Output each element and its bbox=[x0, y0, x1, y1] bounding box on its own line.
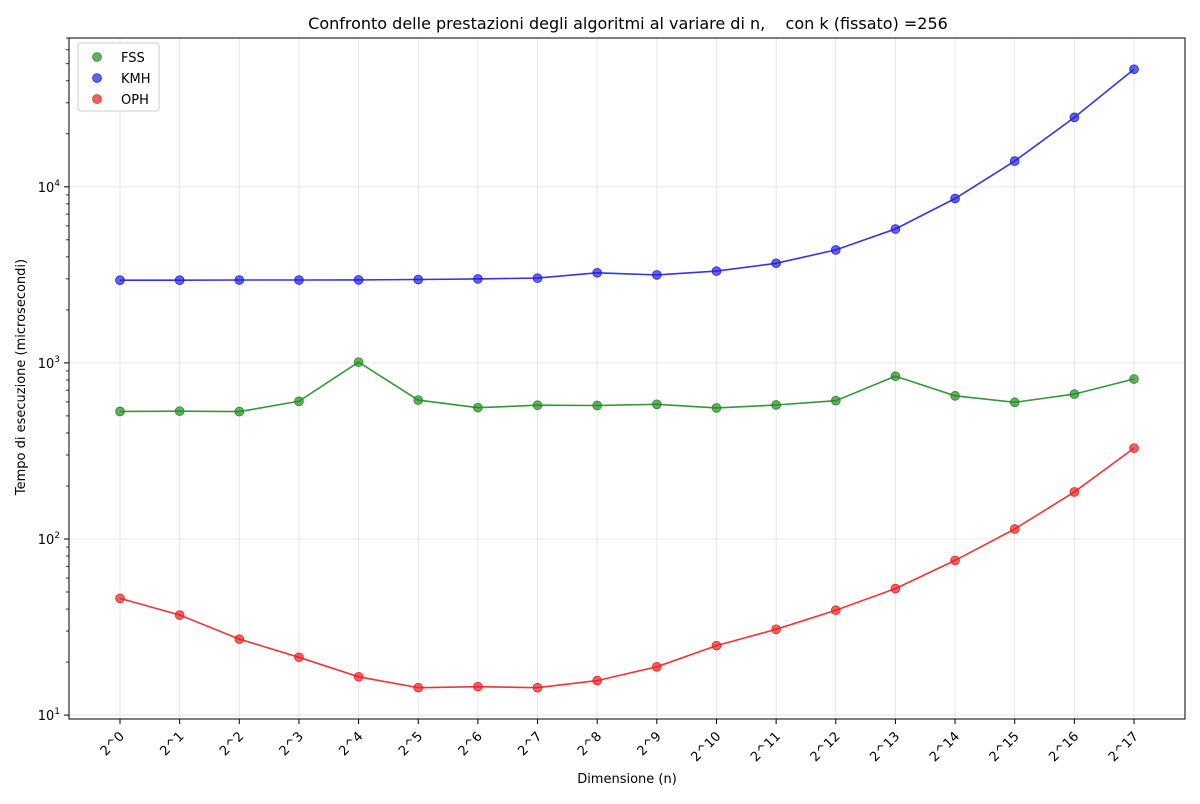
data-point-fss bbox=[830, 395, 841, 406]
data-point-oph bbox=[413, 682, 424, 693]
y-tick-label: 103 bbox=[38, 355, 60, 372]
y-axis-ticks: 101 102 103 104 bbox=[38, 37, 69, 724]
data-point-kmh bbox=[234, 275, 245, 285]
y-tick-label: 102 bbox=[38, 531, 60, 548]
series-layer bbox=[115, 64, 1139, 693]
data-point-fss bbox=[174, 406, 185, 416]
data-point-fss bbox=[532, 400, 543, 411]
data-point-oph bbox=[890, 583, 901, 594]
y-tick-label: 101 bbox=[38, 707, 60, 724]
series-oph bbox=[115, 443, 1139, 693]
series-line-oph bbox=[119, 447, 1135, 689]
data-point-oph bbox=[174, 610, 185, 620]
data-point-fss bbox=[950, 391, 960, 401]
x-axis-ticks: 2^0 2^1 2^2 2^3 2^4 2^5 2^6 2^7 2^8 2^9 2^10 2^11 2^… bbox=[98, 719, 1142, 765]
x-tick-label: 2^17 bbox=[1106, 729, 1142, 765]
data-point-kmh bbox=[1129, 64, 1139, 75]
data-point-kmh bbox=[532, 273, 543, 283]
data-point-oph bbox=[711, 640, 722, 651]
data-point-oph bbox=[830, 605, 841, 616]
data-point-oph bbox=[234, 634, 245, 644]
x-tick-label: 2^12 bbox=[808, 729, 844, 765]
x-tick-label: 2^7 bbox=[515, 729, 545, 759]
data-point-oph bbox=[115, 593, 125, 604]
data-point-oph bbox=[353, 671, 364, 682]
chart-title: Confronto delle prestazioni degli algori… bbox=[308, 14, 948, 33]
data-point-kmh bbox=[711, 266, 722, 276]
x-tick-label: 2^11 bbox=[748, 729, 784, 765]
data-point-oph bbox=[532, 682, 543, 693]
x-tick-label: 2^6 bbox=[456, 729, 486, 759]
x-tick-label: 2^13 bbox=[867, 729, 903, 765]
y-axis-label: Tempo di esecuzione (microsecondi) bbox=[14, 259, 29, 496]
x-tick-label: 2^2 bbox=[217, 729, 247, 759]
data-point-fss bbox=[353, 357, 364, 367]
data-point-oph bbox=[652, 662, 662, 672]
data-point-kmh bbox=[174, 275, 185, 285]
x-axis-label: Dimensione (n) bbox=[577, 772, 677, 787]
legend-marker-fss bbox=[92, 52, 102, 62]
x-tick-label: 2^1 bbox=[157, 729, 187, 759]
x-tick-label: 2^0 bbox=[98, 729, 128, 759]
legend-label-fss: FSS bbox=[121, 51, 145, 66]
series-kmh bbox=[115, 64, 1139, 285]
series-line-fss bbox=[119, 361, 1135, 413]
x-tick-label: 2^9 bbox=[635, 729, 665, 759]
legend-marker-oph bbox=[92, 94, 102, 104]
data-point-oph bbox=[592, 675, 602, 686]
legend-label-kmh: KMH bbox=[121, 72, 151, 87]
data-point-fss bbox=[115, 406, 125, 417]
data-point-fss bbox=[1069, 389, 1080, 399]
data-point-oph bbox=[1009, 524, 1020, 534]
x-tick-label: 2^8 bbox=[575, 729, 605, 759]
data-point-fss bbox=[1009, 397, 1020, 408]
data-point-kmh bbox=[890, 224, 901, 234]
data-point-kmh bbox=[115, 275, 125, 285]
data-point-kmh bbox=[1009, 156, 1020, 166]
series-fss bbox=[115, 357, 1139, 417]
data-point-oph bbox=[1069, 487, 1080, 497]
data-point-fss bbox=[413, 395, 424, 405]
data-point-fss bbox=[294, 396, 304, 407]
data-point-oph bbox=[771, 624, 781, 635]
series-line-kmh bbox=[120, 68, 1135, 282]
data-point-fss bbox=[1129, 374, 1139, 384]
data-point-kmh bbox=[950, 193, 960, 204]
x-tick-label: 2^3 bbox=[277, 729, 307, 759]
data-point-fss bbox=[890, 371, 901, 382]
data-point-fss bbox=[473, 402, 483, 413]
x-tick-label: 2^5 bbox=[396, 729, 426, 759]
data-point-kmh bbox=[652, 270, 662, 280]
data-point-kmh bbox=[473, 274, 483, 284]
data-point-oph bbox=[473, 681, 483, 692]
plot-frame bbox=[68, 37, 1186, 720]
data-point-kmh bbox=[1069, 112, 1080, 123]
legend: FSS KMH OPH bbox=[77, 42, 160, 112]
x-tick-label: 2^14 bbox=[927, 729, 963, 765]
data-point-fss bbox=[592, 400, 602, 411]
y-tick-label: 104 bbox=[38, 179, 61, 196]
data-point-fss bbox=[711, 403, 722, 413]
data-point-oph bbox=[950, 555, 960, 566]
data-point-kmh bbox=[592, 267, 602, 278]
data-point-fss bbox=[652, 399, 662, 410]
x-tick-label: 2^16 bbox=[1046, 729, 1082, 765]
grid bbox=[69, 38, 1185, 719]
legend-label-oph: OPH bbox=[121, 93, 149, 108]
data-point-fss bbox=[234, 406, 245, 417]
data-point-kmh bbox=[830, 245, 841, 255]
data-point-oph bbox=[1129, 443, 1139, 453]
data-point-kmh bbox=[771, 258, 781, 269]
legend-marker-kmh bbox=[92, 73, 102, 83]
data-point-kmh bbox=[353, 275, 364, 285]
data-point-oph bbox=[294, 652, 304, 663]
data-point-kmh bbox=[294, 275, 304, 285]
x-tick-label: 2^15 bbox=[987, 729, 1023, 765]
data-point-kmh bbox=[413, 274, 424, 285]
data-point-fss bbox=[771, 400, 781, 410]
x-tick-label: 2^10 bbox=[688, 729, 724, 765]
x-tick-label: 2^4 bbox=[336, 729, 366, 759]
